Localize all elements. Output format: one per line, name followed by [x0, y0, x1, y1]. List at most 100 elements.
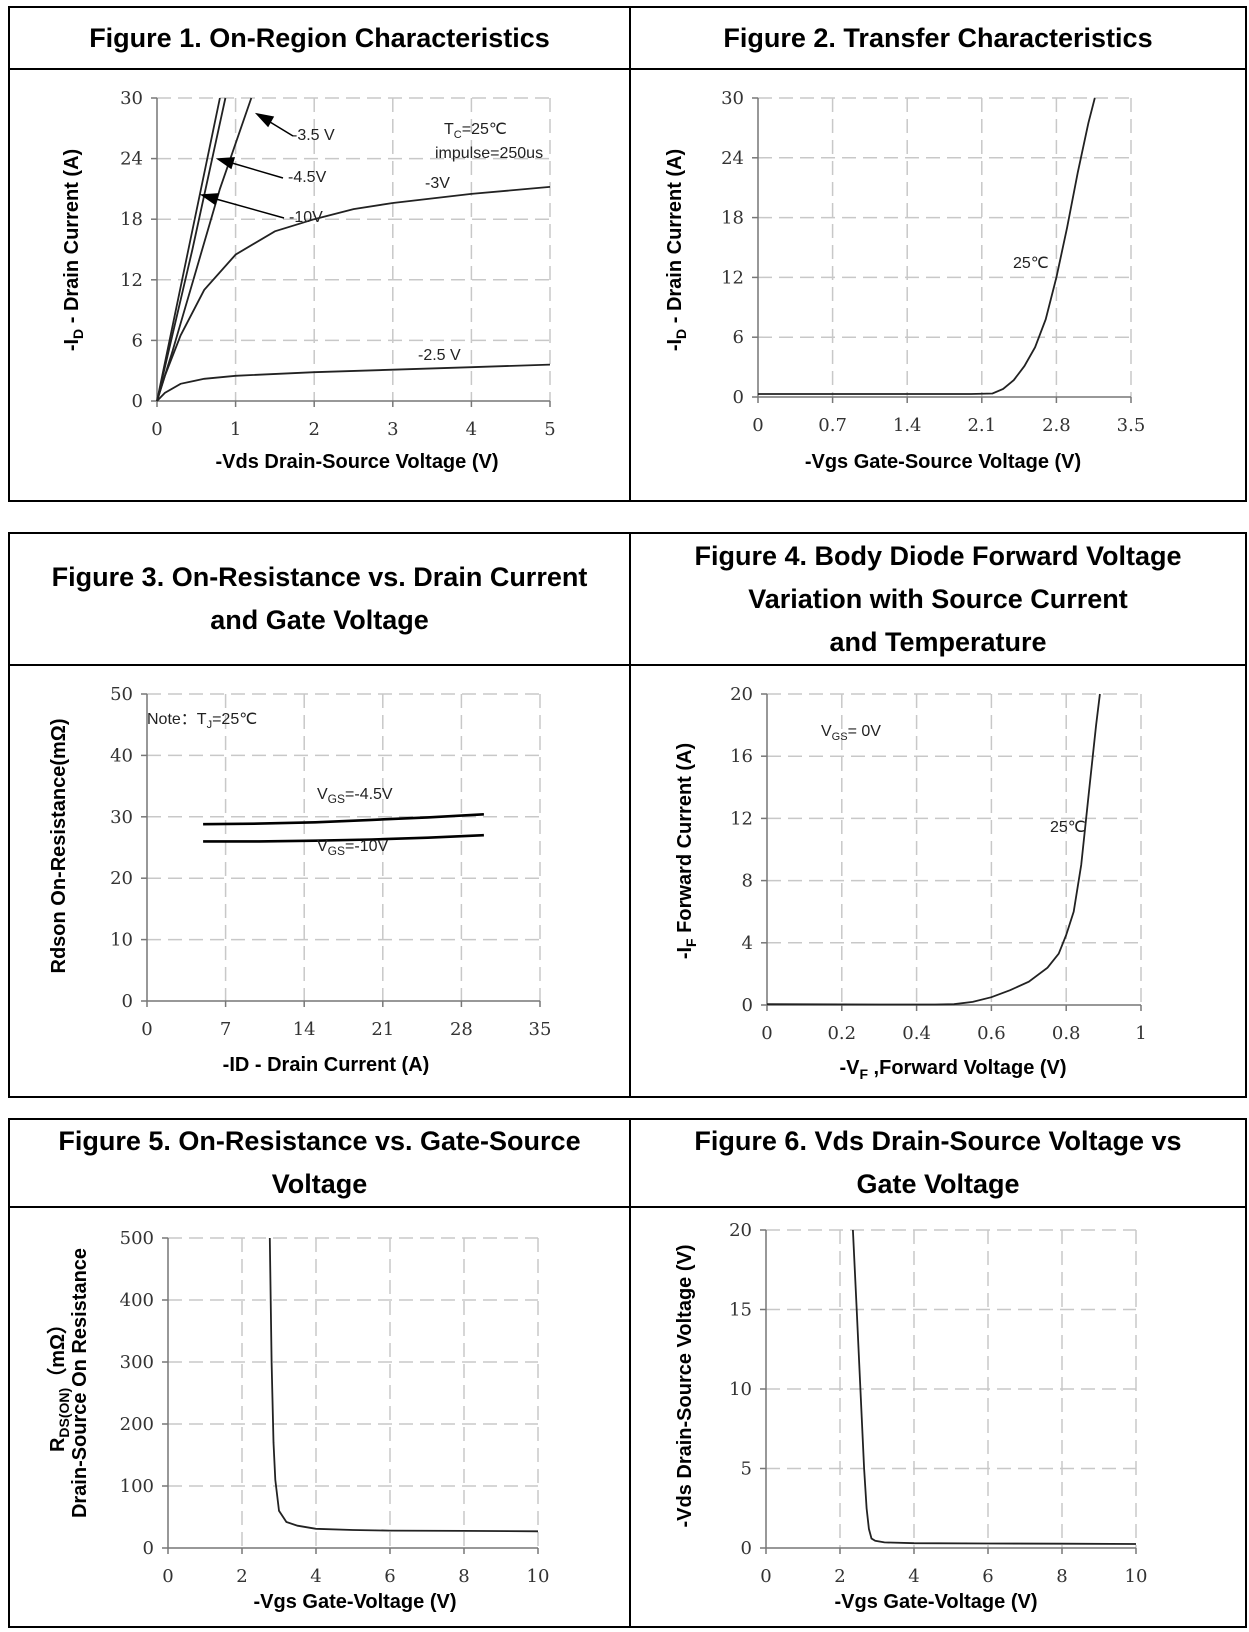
figure-3-title: Figure 3. On-Resistance vs. Drain Curren…	[51, 562, 588, 635]
plot-area: 0 0.2 0.4 0.6 0.8 1 0 4 8 12 16 20 -VF ,Forward Volt…	[674, 684, 1147, 1082]
series-line	[852, 1229, 1137, 1545]
x-tick-label: 3	[387, 419, 398, 440]
column-divider	[629, 1120, 631, 1626]
plot-area: 0 2 4 6 8 10 0 5 10 15 20 -Vgs Gate-Voltage (V) -Vds…	[674, 1220, 1147, 1613]
label-2-5v: -2.5 V	[418, 347, 461, 364]
x-tick-label: 6	[982, 1566, 993, 1587]
y-tick-label: 400	[120, 1290, 154, 1311]
figure-5-title: Figure 5. On-Resistance vs. Gate-Source …	[58, 1126, 581, 1199]
x-tick-label: 1	[1135, 1023, 1146, 1044]
x-tick-label: 2.1	[967, 415, 996, 436]
x-tick-label: 28	[450, 1019, 473, 1040]
column-divider	[629, 534, 631, 1096]
figure-table-1: Figure 1. On-Region Characteristics Figu…	[8, 6, 1247, 502]
figure-6-chart: 0 2 4 6 8 10 0 5 10 15 20 -Vgs Gate-Voltage (V) -Vds…	[674, 1220, 1147, 1613]
y-tick-label: 18	[721, 208, 744, 229]
y-tick-label: 300	[120, 1352, 154, 1373]
x-tick-label: 0	[151, 419, 162, 440]
y-axis-label-line2: Drain-Source On Resistance	[69, 1248, 91, 1518]
y-axis-label: -IF Forward Current (A)	[674, 743, 699, 959]
y-tick-label: 200	[120, 1414, 154, 1435]
x-tick-label: 3.5	[1117, 415, 1146, 436]
x-tick-label: 0.2	[827, 1023, 856, 1044]
x-tick-label: 0.4	[902, 1023, 931, 1044]
x-tick-label: 4	[908, 1566, 919, 1587]
x-axis-label: -Vgs Gate-Voltage (V)	[254, 1591, 457, 1613]
figure-table-3: Figure 5. On-Resistance vs. Gate-Source …	[8, 1118, 1247, 1628]
y-tick-label: 24	[120, 149, 143, 170]
y-tick-label: 0	[122, 991, 133, 1012]
y-tick-label: 10	[110, 930, 133, 951]
x-tick-label: 35	[529, 1019, 552, 1040]
y-tick-label: 50	[110, 684, 133, 705]
y-tick-label: 16	[730, 746, 753, 767]
x-tick-label: 0	[752, 415, 763, 436]
label-25c: 25℃	[1013, 255, 1049, 272]
x-tick-label: 5	[544, 419, 555, 440]
arrow-3-5v	[254, 112, 294, 137]
y-tick-label: 0	[741, 1538, 752, 1559]
x-tick-label: 8	[458, 1566, 469, 1587]
y-axis-label: -ID - Drain Current (A)	[664, 149, 689, 351]
y-tick-label: 20	[730, 684, 753, 705]
y-tick-label: 10	[729, 1379, 752, 1400]
y-tick-label: 100	[120, 1476, 154, 1497]
series-line	[203, 833, 484, 843]
header-divider	[10, 68, 1245, 70]
y-tick-label: 4	[742, 933, 753, 954]
figure-1-title: Figure 1. On-Region Characteristics	[89, 22, 550, 53]
series-line	[156, 97, 221, 402]
x-tick-label: 10	[1125, 1566, 1148, 1587]
column-divider	[629, 8, 631, 500]
arrow-10v	[199, 193, 285, 219]
y-tick-label: 0	[733, 387, 744, 408]
label-25c: 25℃	[1050, 819, 1086, 836]
y-tick-label: 40	[110, 745, 133, 766]
y-tick-label: 6	[733, 327, 744, 348]
note-tj: Note：TJ=25℃	[147, 711, 257, 731]
x-tick-label: 0.7	[818, 415, 847, 436]
note-vgs: VGS= 0V	[821, 723, 881, 743]
y-tick-label: 30	[721, 88, 744, 109]
y-tick-label: 18	[120, 209, 143, 230]
series-line	[766, 693, 1101, 1006]
x-tick-label: 0.8	[1052, 1023, 1081, 1044]
series-line	[156, 97, 253, 402]
x-tick-label: 0.6	[977, 1023, 1006, 1044]
y-tick-label: 0	[132, 391, 143, 412]
series-line	[758, 97, 1096, 395]
x-tick-label: 0	[760, 1566, 771, 1587]
y-tick-label: 24	[721, 148, 744, 169]
y-tick-label: 15	[729, 1300, 752, 1321]
figure-2-title: Figure 2. Transfer Characteristics	[723, 22, 1153, 53]
temperature-note: TC=25℃	[444, 121, 507, 141]
header-divider	[10, 1206, 1245, 1208]
y-tick-label: 5	[741, 1459, 752, 1480]
x-tick-label: 21	[371, 1019, 394, 1040]
figure-table-2: Figure 3. On-Resistance vs. Drain Curren…	[8, 532, 1247, 1098]
label-vgs-4-5v: VGS=-4.5V	[317, 786, 393, 806]
impulse-note: impulse=250us	[435, 145, 543, 162]
y-tick-label: 6	[132, 330, 143, 351]
x-tick-label: 10	[527, 1566, 550, 1587]
x-tick-label: 1	[230, 419, 241, 440]
x-tick-label: 0	[761, 1023, 772, 1044]
figure-6-title: Figure 6. Vds Drain-Source Voltage vs Ga…	[694, 1126, 1182, 1199]
y-axis-label: -Vds Drain-Source Voltage (V)	[674, 1244, 696, 1527]
figure-2-chart: 0 0.7 1.4 2.1 2.8 3.5 0 6 12 18 24 30 -Vgs Gate-Sour…	[664, 88, 1146, 473]
y-tick-label: 30	[120, 88, 143, 109]
figure-3-chart: 0 7 14 21 28 35 0 10 20 30 40 50 -ID - Drain Current…	[48, 684, 552, 1076]
y-tick-label: 12	[120, 270, 143, 291]
series-line	[156, 97, 227, 402]
label-4-5v: -4.5V	[288, 169, 327, 186]
y-tick-label: 20	[110, 868, 133, 889]
x-tick-label: 14	[293, 1019, 316, 1040]
x-tick-label: 2.8	[1042, 415, 1071, 436]
y-tick-label: 8	[742, 871, 753, 892]
series-line	[268, 1237, 539, 1533]
y-tick-label: 500	[120, 1228, 154, 1249]
x-axis-label: -VF ,Forward Voltage (V)	[839, 1057, 1066, 1082]
y-tick-label: 30	[110, 807, 133, 828]
x-axis-label: -Vgs Gate-Voltage (V)	[835, 1591, 1038, 1613]
